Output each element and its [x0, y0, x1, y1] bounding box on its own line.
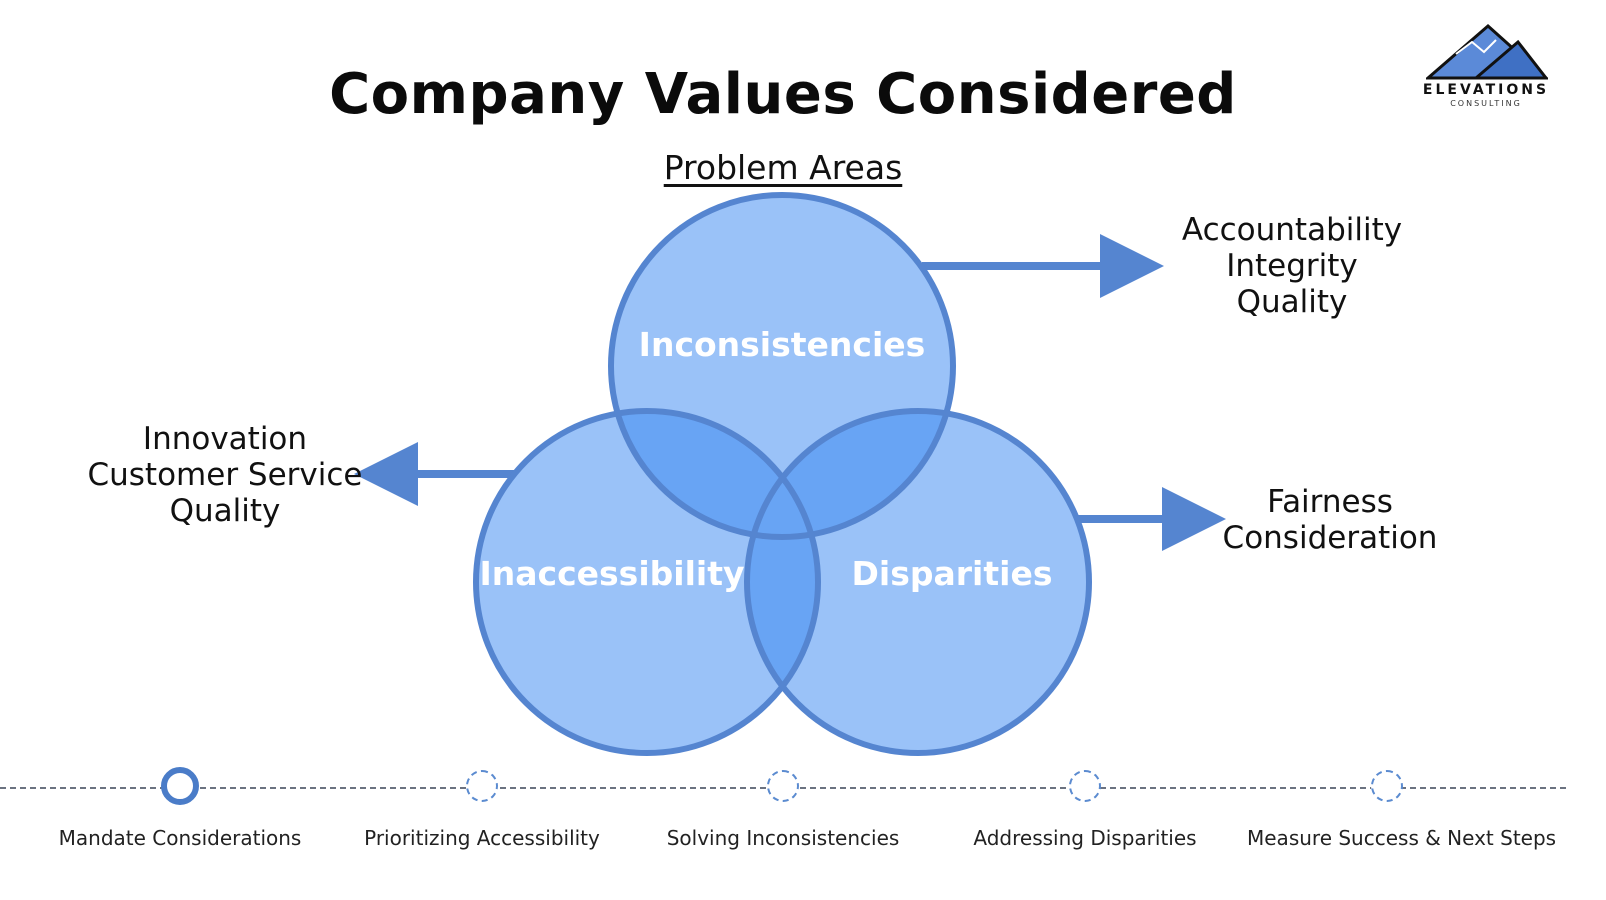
value-item: Consideration — [1222, 520, 1438, 556]
timeline-step-label[interactable]: Addressing Disparities — [973, 826, 1197, 850]
mountain-logo-icon — [1426, 24, 1548, 80]
venn-circle-right — [744, 408, 1092, 756]
section-subtitle: Problem Areas — [663, 148, 903, 187]
timeline-step-addressing-disparities[interactable]: Addressing Disparities — [945, 770, 1225, 850]
value-item: Quality — [1236, 284, 1348, 320]
timeline-step-label[interactable]: Mandate Considerations — [58, 826, 302, 850]
venn-diagram — [354, 192, 1226, 756]
value-item: Accountability — [1181, 212, 1403, 248]
venn-overlap-top-left — [611, 411, 818, 537]
venn-label-left: Inaccessibility — [479, 554, 745, 593]
timeline-step-marker-active[interactable] — [161, 767, 199, 805]
company-logo: ELEVATIONS CONSULTING — [1420, 22, 1552, 112]
venn-label-top: Inconsistencies — [638, 325, 926, 364]
values-left: Innovation Customer Service Quality — [70, 421, 380, 529]
timeline-step-label[interactable]: Measure Success & Next Steps — [1247, 826, 1557, 850]
timeline-step-marker[interactable] — [1371, 770, 1403, 802]
timeline-step-solving-inconsistencies[interactable]: Solving Inconsistencies — [643, 770, 923, 850]
venn-circle-top — [608, 192, 956, 540]
timeline-step-mandate-considerations[interactable]: Mandate Considerations — [40, 767, 320, 850]
timeline-step-marker[interactable] — [767, 770, 799, 802]
venn-label-right: Disparities — [851, 554, 1053, 593]
value-item: Integrity — [1226, 248, 1358, 284]
timeline-step-measure-success[interactable]: Measure Success & Next Steps — [1247, 770, 1557, 850]
value-item: Quality — [169, 493, 281, 529]
value-item: Customer Service — [87, 457, 363, 493]
page-title: Company Values Considered — [329, 62, 1237, 127]
value-item: Innovation — [142, 421, 308, 457]
values-top: Accountability Integrity Quality — [1142, 212, 1442, 320]
logo-name: ELEVATIONS — [1422, 82, 1550, 98]
timeline-step-label[interactable]: Prioritizing Accessibility — [364, 826, 600, 850]
timeline-step-prioritizing-accessibility[interactable]: Prioritizing Accessibility — [342, 770, 622, 850]
timeline-step-label[interactable]: Solving Inconsistencies — [666, 826, 900, 850]
value-item: Fairness — [1267, 484, 1393, 520]
values-right: Fairness Consideration — [1200, 484, 1460, 556]
timeline-step-marker[interactable] — [466, 770, 498, 802]
timeline-step-marker[interactable] — [1069, 770, 1101, 802]
venn-overlap-top-right — [747, 411, 953, 537]
venn-circle-left — [473, 408, 821, 756]
logo-subtitle: CONSULTING — [1450, 99, 1522, 108]
